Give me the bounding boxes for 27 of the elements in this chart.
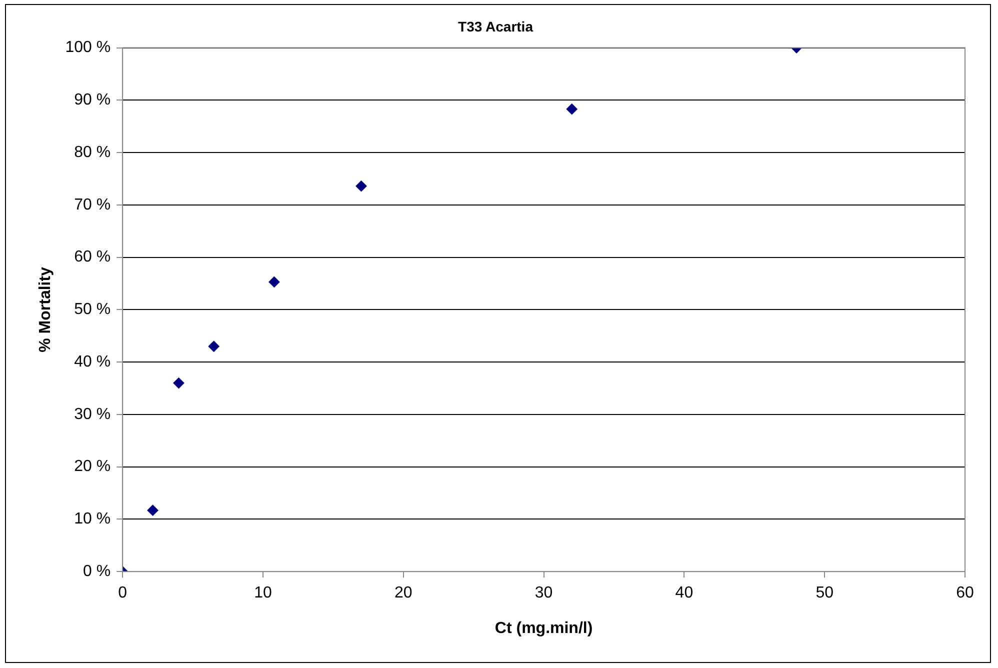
- x-tick-label: 30: [534, 584, 553, 602]
- y-tick-label: 20 %: [74, 458, 111, 476]
- y-tick-label: 100 %: [65, 39, 111, 56]
- x-tick-label: 60: [956, 584, 974, 602]
- y-tick-label: 10 %: [74, 510, 111, 528]
- x-tick-label: 20: [394, 584, 412, 602]
- y-axis-title: % Mortality: [37, 266, 54, 352]
- y-tick-label: 60 %: [74, 248, 111, 266]
- chart-title: T33 Acartia: [458, 18, 534, 34]
- y-tick-label: 50 %: [74, 301, 111, 318]
- y-tick-label: 0 %: [82, 563, 111, 580]
- x-tick-label: 0: [118, 584, 128, 602]
- y-tick-label: 40 %: [74, 353, 111, 370]
- point: [566, 104, 578, 115]
- y-tick-label: 30 %: [74, 406, 111, 423]
- point: [173, 378, 184, 389]
- point: [147, 504, 158, 516]
- x-tick-label: 50: [816, 584, 834, 602]
- y-tick-label: 90 %: [74, 92, 111, 109]
- x-tick-label: 10: [254, 584, 272, 602]
- point: [356, 180, 367, 192]
- x-tick-label: 40: [675, 584, 694, 602]
- point: [268, 276, 280, 288]
- x-axis-title: Ct (mg.min/l): [494, 620, 593, 637]
- y-tick-label: 70 %: [74, 196, 111, 214]
- point: [208, 340, 220, 352]
- y-tick-label: 80 %: [74, 144, 111, 161]
